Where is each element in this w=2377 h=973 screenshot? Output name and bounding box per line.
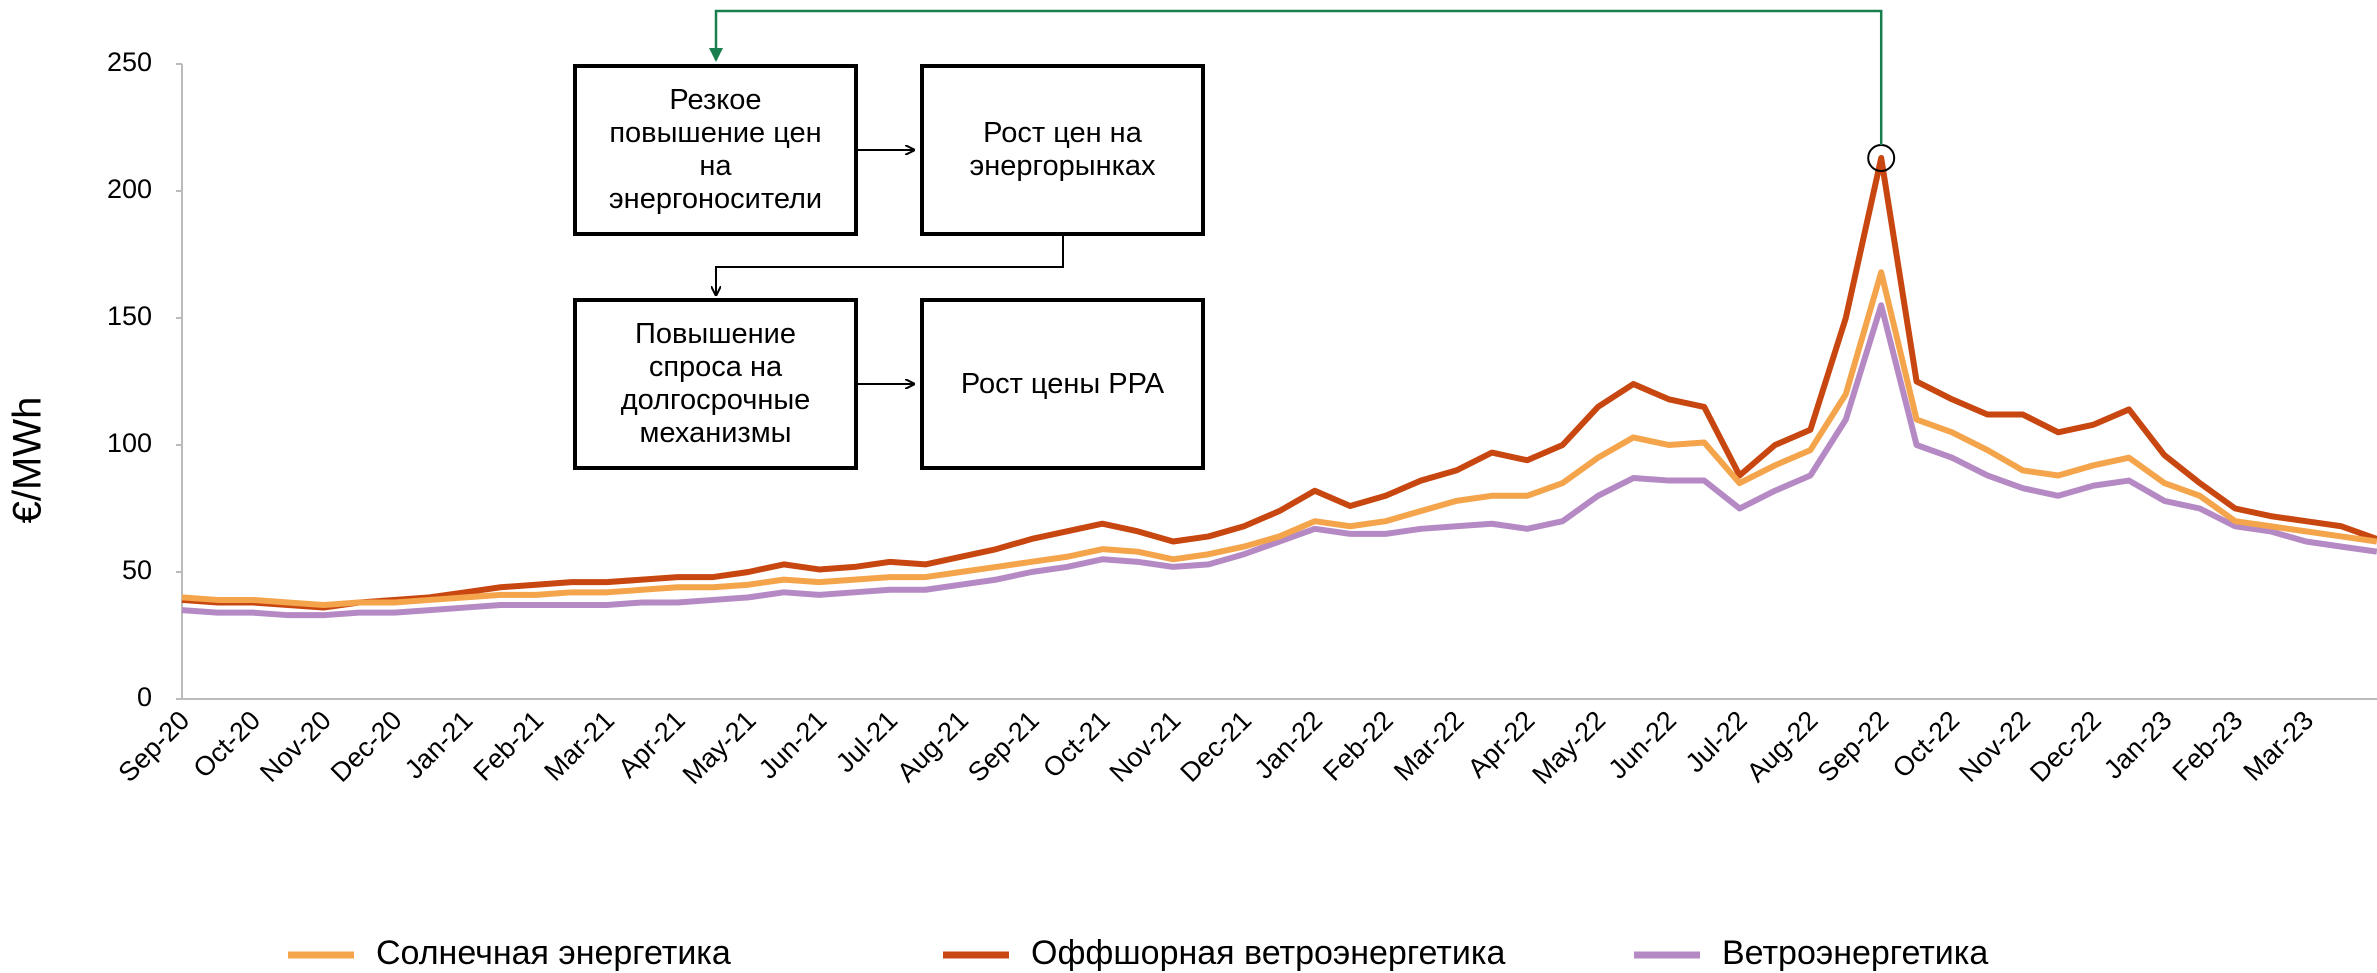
callout-line [709, 9, 1883, 145]
x-tick-label: Jun-21 [753, 705, 833, 785]
flow-box: Повышение спроса на долгосрочные механиз… [573, 298, 858, 470]
y-tick-label: 150 [107, 301, 152, 331]
x-tick-label: Dec-22 [2024, 705, 2107, 788]
arrow [716, 235, 1064, 295]
flow-box: Резкое повышение цен на энергоносители [573, 64, 858, 236]
x-tick-label: Nov-21 [1104, 705, 1187, 788]
legend-label: Ветроэнергетика [1722, 934, 1988, 972]
y-tick-label: 100 [107, 428, 152, 458]
x-tick-label: Mar-22 [1388, 705, 1470, 787]
x-tick-label: Aug-22 [1741, 705, 1824, 788]
x-tick-label: May-22 [1526, 705, 1611, 790]
x-tick-label: Sep-22 [1812, 705, 1895, 788]
y-tick-label: 50 [122, 555, 152, 585]
flow-box: Рост цены PPA [920, 298, 1205, 470]
x-tick-label: Dec-20 [325, 705, 408, 788]
legend-label: Оффшорная ветроэнергетика [1031, 934, 1505, 972]
x-tick-label: Sep-21 [962, 705, 1045, 788]
legend-label: Солнечная энергетика [376, 934, 731, 972]
x-tick-label: Mar-23 [2238, 705, 2320, 787]
y-tick-label: 250 [107, 47, 152, 77]
y-axis-label: €/MWh [6, 397, 50, 524]
x-tick-label: Feb-23 [2167, 705, 2249, 787]
x-tick-label: Jan-21 [399, 705, 479, 785]
x-tick-label: Jan-23 [2098, 705, 2178, 785]
line-series [181, 302, 2377, 619]
x-tick-label: Feb-22 [1317, 705, 1399, 787]
x-tick-label: Nov-22 [1953, 705, 2036, 788]
x-tick-label: Oct-22 [1887, 705, 1966, 784]
x-tick-label: Jan-22 [1248, 705, 1328, 785]
x-tick-label: Nov-20 [254, 705, 337, 788]
y-tick-label: 200 [107, 174, 152, 204]
x-tick-label: May-21 [677, 705, 762, 790]
x-tick-label: Sep-20 [112, 705, 195, 788]
x-tick-label: Mar-21 [538, 705, 620, 787]
x-tick-label: Oct-21 [1037, 705, 1116, 784]
y-tick-label: 0 [137, 682, 152, 712]
x-tick-label: Oct-20 [188, 705, 267, 784]
x-tick-label: Jun-22 [1602, 705, 1682, 785]
flow-box: Рост цен на энергорынках [920, 64, 1205, 236]
line-series [181, 269, 2377, 609]
line-series [181, 154, 2377, 611]
x-tick-label: Feb-21 [468, 705, 550, 787]
x-tick-label: Aug-21 [891, 705, 974, 788]
x-tick-label: Dec-21 [1175, 705, 1258, 788]
